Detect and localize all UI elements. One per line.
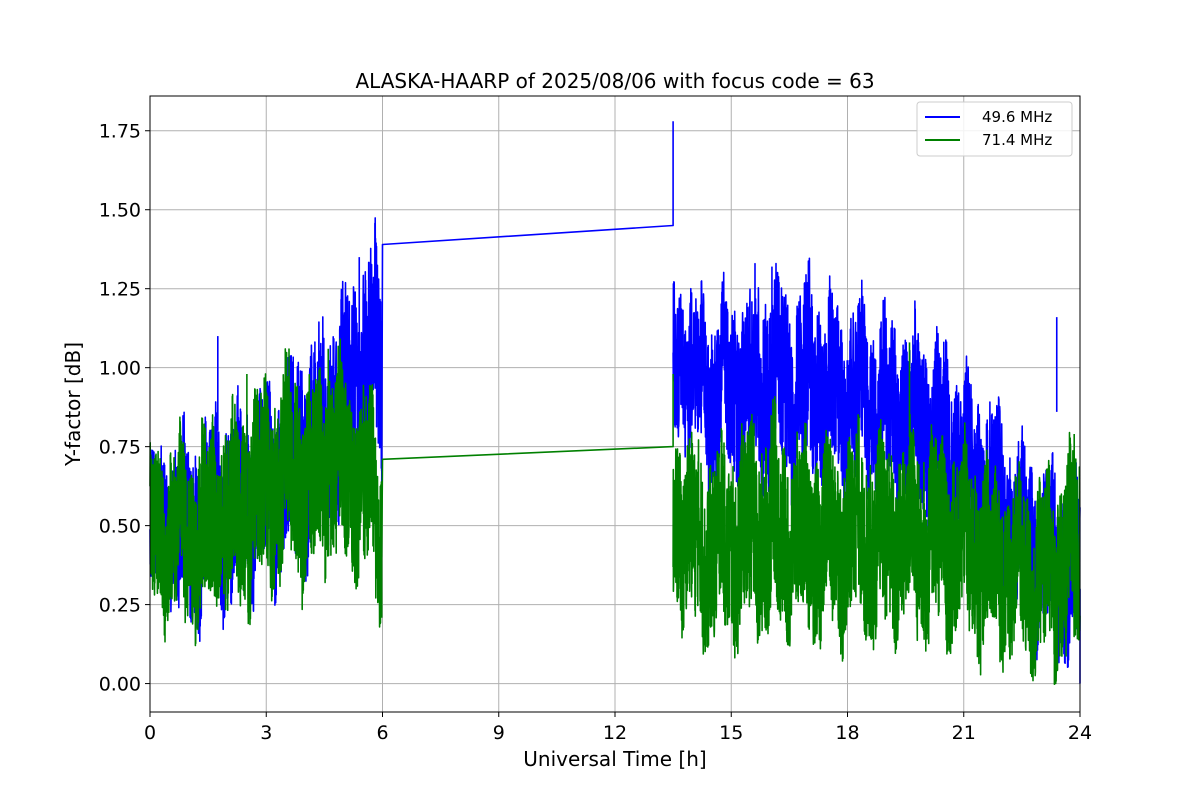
x-tick-label: 3: [260, 722, 272, 744]
y-axis-label: Y-factor [dB]: [61, 342, 85, 467]
series-segment: [672, 396, 1081, 685]
y-tick-label: 1.00: [99, 358, 141, 380]
y-tick-label: 0.00: [99, 674, 141, 696]
legend-label-71-4: 71.4 MHz: [982, 131, 1052, 149]
series-layer: [149, 121, 1081, 685]
legend-label-49-6: 49.6 MHz: [982, 108, 1052, 126]
y-tick-label: 0.75: [99, 437, 141, 459]
series-segment: [149, 338, 383, 647]
x-tick-label: 0: [144, 722, 156, 744]
y-tick-label: 0.50: [99, 516, 141, 538]
legend: 49.6 MHz 71.4 MHz: [916, 101, 1073, 157]
x-tick-label: 9: [493, 722, 505, 744]
y-ticks: 0.00 0.25 0.50 0.75 1.00 1.25 1.50 1.75: [99, 121, 150, 696]
y-tick-label: 1.25: [99, 279, 141, 301]
y-tick-label: 0.25: [99, 595, 141, 617]
y-tick-label: 1.75: [99, 121, 141, 143]
x-tick-label: 6: [376, 722, 388, 744]
x-tick-label: 24: [1068, 722, 1092, 744]
series-71-4-MHz: [149, 338, 1081, 685]
x-ticks: 0 3 6 9 12 15 18 21 24: [144, 712, 1092, 744]
series-segment: [380, 121, 674, 488]
x-tick-label: 18: [835, 722, 859, 744]
y-tick-label: 1.50: [99, 200, 141, 222]
x-tick-label: 12: [603, 722, 627, 744]
x-axis-label: Universal Time [h]: [523, 747, 706, 771]
series-segment: [380, 374, 674, 558]
x-tick-label: 21: [952, 722, 976, 744]
x-tick-label: 15: [719, 722, 743, 744]
chart-title: ALASKA-HAARP of 2025/08/06 with focus co…: [355, 69, 874, 93]
legend-box: [916, 101, 1073, 157]
